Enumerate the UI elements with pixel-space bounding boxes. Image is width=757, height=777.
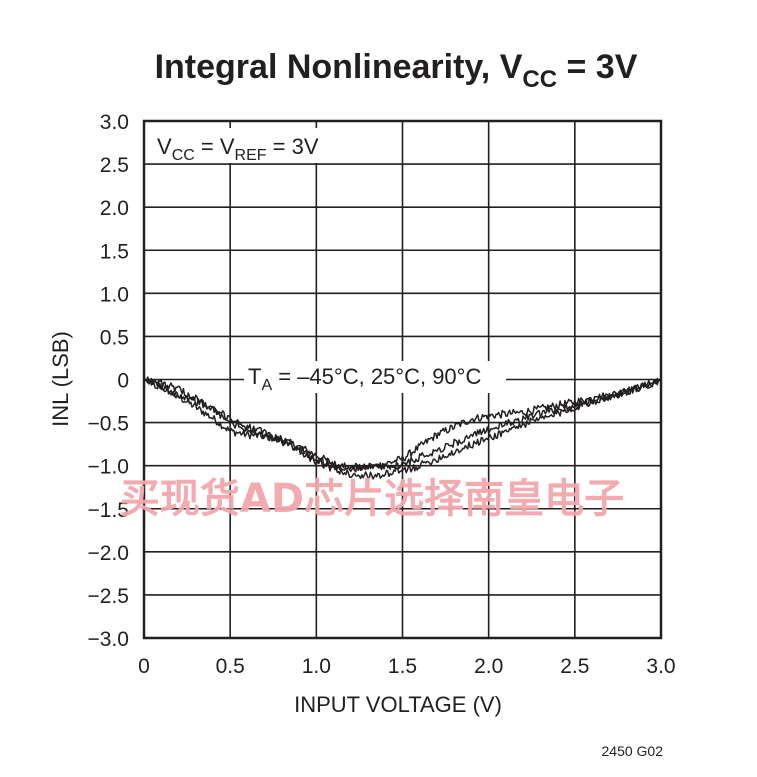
x-axis-label: INPUT VOLTAGE (V) bbox=[294, 692, 502, 717]
figure-id: 2450 G02 bbox=[602, 743, 664, 759]
y-tick-label: 1.5 bbox=[100, 240, 129, 263]
condition-annotation-bg bbox=[150, 128, 340, 163]
watermark-text: 买现货AD芯片选择南皇电子 bbox=[120, 476, 624, 522]
x-tick-label: 1.5 bbox=[388, 655, 417, 678]
y-tick-label: −0.5 bbox=[88, 413, 129, 436]
x-tick-label: 2.0 bbox=[474, 655, 503, 678]
inl-series-line bbox=[144, 377, 662, 480]
chart-title: Integral Nonlinearity, VCC = 3V bbox=[155, 48, 638, 93]
x-tick-label: 0 bbox=[138, 655, 150, 678]
y-tick-label: 2.5 bbox=[100, 154, 129, 177]
y-tick-label: −2.0 bbox=[88, 542, 129, 565]
y-tick-labels: 3.0 2.5 2.0 1.5 1.0 0.5 0 −0.5 −1.0 −1.5 −2.0 −2.5 −… bbox=[88, 111, 129, 651]
x-tick-label: 2.5 bbox=[560, 655, 589, 678]
temperature-annotation: TA = –45°C, 25°C, 90°C bbox=[248, 364, 481, 394]
temperature-annotation-bg bbox=[244, 361, 506, 393]
y-tick-label: 2.0 bbox=[100, 197, 129, 220]
y-tick-label: −3.0 bbox=[88, 628, 129, 651]
inl-series-line bbox=[143, 376, 662, 473]
x-tick-label: 1.0 bbox=[302, 655, 331, 678]
x-tick-label: 0.5 bbox=[216, 655, 245, 678]
plot-frame bbox=[142, 119, 663, 640]
y-tick-label: 1.0 bbox=[100, 283, 129, 306]
y-tick-label: −2.5 bbox=[88, 585, 129, 608]
y-tick-label: −1.0 bbox=[88, 456, 129, 479]
series-group bbox=[143, 376, 662, 480]
x-tick-labels: 0 0.5 1.0 1.5 2.0 2.5 3.0 bbox=[138, 655, 675, 678]
inl-series-line bbox=[143, 378, 662, 472]
condition-annotation: VCC = VREF = 3V bbox=[157, 134, 319, 164]
y-tick-label: −1.5 bbox=[88, 499, 129, 522]
y-tick-label: 0 bbox=[117, 370, 129, 393]
y-tick-label: 3.0 bbox=[100, 111, 129, 134]
y-axis-label: INL (LSB) bbox=[48, 331, 73, 427]
y-tick-label: 0.5 bbox=[100, 326, 129, 349]
x-tick-label: 3.0 bbox=[646, 655, 675, 678]
